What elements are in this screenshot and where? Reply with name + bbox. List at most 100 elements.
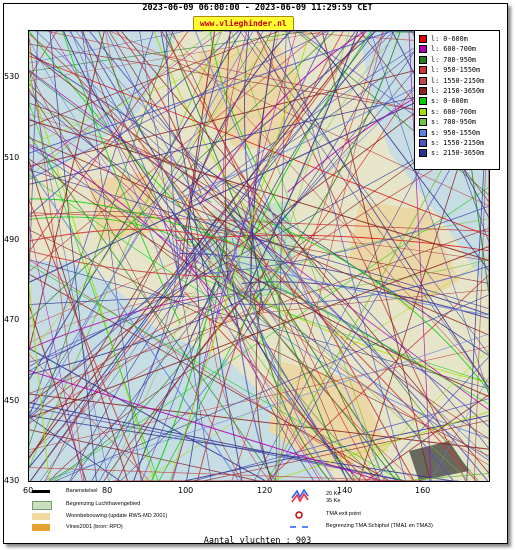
legend-swatch [419, 35, 427, 43]
flight-tracks [29, 31, 489, 481]
legend-swatch [419, 138, 427, 147]
legend-row: l: 2150-3650m [415, 86, 499, 96]
flight-track [190, 31, 292, 200]
flight-track [249, 31, 280, 268]
flight-track [180, 31, 376, 275]
flight-track [29, 117, 199, 265]
flight-track [49, 327, 206, 481]
flight-track [276, 31, 395, 229]
flight-track [29, 31, 329, 180]
legend-swatch [419, 76, 427, 85]
flight-track [186, 259, 489, 297]
flight-track [239, 200, 355, 481]
flight-track [29, 429, 259, 481]
flight-track [257, 31, 489, 390]
flight-track [29, 292, 223, 350]
flight-track [29, 158, 288, 323]
flight-track [29, 31, 393, 154]
flight-track [44, 31, 272, 481]
flight-track [29, 144, 241, 331]
map-legend-label: Woonbebouwing (update RWS-MD 2001) [66, 513, 168, 519]
flight-track [241, 281, 489, 319]
flight-track [29, 31, 335, 320]
flight-track [29, 303, 215, 419]
legend-label: l: 700-950m [431, 55, 477, 64]
flight-track [49, 31, 97, 481]
flight-track [29, 89, 197, 277]
flight-track [202, 419, 489, 481]
vinex-swatch [32, 524, 50, 531]
flight-track [88, 31, 454, 481]
x-tick-100: 100 [178, 486, 194, 495]
flight-track [271, 31, 429, 232]
legend-label: l: 600-700m [431, 45, 477, 54]
flight-track [29, 80, 489, 185]
legend-swatch [419, 97, 427, 106]
flight-track [309, 31, 489, 272]
flight-track [62, 31, 181, 324]
flight-track [253, 31, 401, 301]
flight-track [29, 31, 328, 82]
legend-label: l: 950-1550m [431, 66, 481, 75]
legend-label: s: 600-700m [431, 107, 477, 116]
flight-track [29, 31, 242, 381]
flight-track [193, 31, 443, 203]
flight-track [133, 282, 216, 481]
flight-track-map[interactable] [28, 30, 490, 482]
flight-track [29, 234, 170, 459]
flight-track [178, 190, 415, 481]
flight-track [232, 215, 489, 481]
y-tick-430: 430 [4, 476, 20, 485]
flight-track [29, 31, 214, 177]
flight-count: Aantal vluchten : 903 [203, 536, 312, 546]
flight-track [179, 253, 489, 316]
flight-track [29, 67, 489, 283]
flight-track [108, 31, 266, 262]
flight-track [29, 169, 489, 310]
flight-track [108, 224, 231, 481]
y-tick-530: 530 [4, 72, 20, 81]
flight-track [365, 394, 489, 481]
flight-track [251, 312, 489, 440]
legend-swatch [419, 45, 427, 54]
flight-track [243, 31, 359, 296]
map-legend-label: Begrenzing TMA Schiphol (TMA1 en TMA3) [326, 523, 433, 529]
flight-track [270, 411, 489, 481]
flight-track [373, 356, 489, 481]
flight-track [29, 51, 489, 167]
date-range-title: 2023-06-09 06:00:00 - 2023-06-09 11:29:5… [142, 3, 373, 13]
flight-track [231, 276, 273, 481]
flight-track [29, 31, 189, 253]
noise-contour-icon [291, 488, 309, 503]
legend-swatch [419, 86, 427, 95]
flight-track [29, 467, 410, 481]
flight-track [160, 31, 243, 481]
map-legend-label: Banenstelsel [66, 488, 98, 494]
flight-track [166, 31, 182, 294]
flight-track [200, 241, 324, 481]
x-tick-160: 160 [415, 486, 431, 495]
flight-track [82, 31, 191, 247]
site-badge[interactable]: www.vlieghinder.nl [193, 16, 294, 31]
legend-swatch [419, 149, 427, 158]
map-legend-label: 35 Ke [326, 498, 341, 504]
flight-track [80, 31, 349, 481]
flight-track [116, 31, 202, 194]
flight-track [226, 261, 489, 397]
flight-track [251, 31, 344, 221]
flight-track [151, 230, 229, 481]
y-tick-510: 510 [4, 153, 20, 162]
flight-track [106, 31, 281, 329]
legend-row: s: 1550-2150m [415, 138, 499, 148]
flight-track [231, 31, 384, 481]
legend-label: l: 0-600m [431, 35, 468, 43]
flight-track [55, 294, 489, 481]
flight-track [69, 233, 229, 481]
map-legend-label: Vinex2001 (bron: RPD) [66, 524, 123, 530]
flight-track [50, 31, 321, 481]
flight-track [246, 269, 489, 405]
flight-track [29, 299, 267, 454]
flight-track [29, 215, 253, 418]
flight-track [189, 190, 489, 439]
legend-swatch [419, 107, 427, 116]
